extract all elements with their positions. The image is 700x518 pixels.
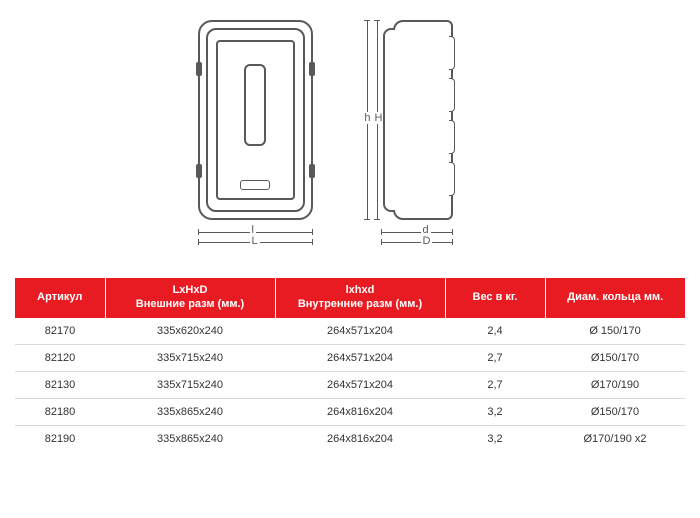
table-row: 82170335x620x240264x571x2042,4Ø 150/170 [15,318,685,345]
table-cell: Ø150/170 [545,344,685,371]
table-cell: 264x571x204 [275,318,445,345]
dimension-depth [381,226,453,252]
hinge-icon [196,62,202,76]
side-rib-icon [449,162,455,196]
table-cell: 335x865x240 [105,425,275,452]
table-cell: 264x571x204 [275,371,445,398]
table-column-header: Вес в кг. [445,278,545,318]
table-cell: 3,2 [445,398,545,425]
table-header: АртикулLxHxDВнешние разм (мм.)lxhxdВнутр… [15,278,685,318]
table-cell: 264x816x204 [275,398,445,425]
front-outer-box [198,20,313,220]
table-cell: 2,4 [445,318,545,345]
table-column-header: Артикул [15,278,105,318]
table-row: 82130335x715x240264x571x2042,7Ø170/190 [15,371,685,398]
table-cell: 335x715x240 [105,371,275,398]
hinge-icon [309,164,315,178]
hinge-icon [196,164,202,178]
table-row: 82190335x865x240264x816x2043,2Ø170/190 x… [15,425,685,452]
front-small-window [240,180,270,190]
table-cell: 82170 [15,318,105,345]
dim-label-l-big: L [250,235,260,247]
table-cell: 2,7 [445,371,545,398]
table-cell: Ø170/190 x2 [545,425,685,452]
table-cell: Ø 150/170 [545,318,685,345]
table-cell: Ø150/170 [545,398,685,425]
front-handle-slot [244,64,266,146]
hinge-icon [309,62,315,76]
table-cell: 82190 [15,425,105,452]
side-rib-icon [449,120,455,154]
table-cell: 2,7 [445,344,545,371]
page-root: h H l L [0,0,700,518]
side-rib-icon [449,36,455,70]
table-cell: 335x865x240 [105,398,275,425]
table-column-header: lxhxdВнутренние разм (мм.) [275,278,445,318]
table-row: 82180335x865x240264x816x2043,2Ø150/170 [15,398,685,425]
table-cell: 335x620x240 [105,318,275,345]
table-cell: 82180 [15,398,105,425]
technical-drawing: h H l L [0,0,700,270]
spec-table: АртикулLxHxDВнешние разм (мм.)lxhxdВнутр… [15,278,685,452]
table-body: 82170335x620x240264x571x2042,4Ø 150/1708… [15,318,685,452]
table-cell: 264x571x204 [275,344,445,371]
front-view: h H l L [198,20,353,220]
side-rib-icon [449,78,455,112]
dim-label-d-big: D [421,235,433,247]
table-cell: 82120 [15,344,105,371]
table-cell: 82130 [15,371,105,398]
table-row: 82120335x715x240264x571x2042,7Ø150/170 [15,344,685,371]
table-cell: 264x816x204 [275,425,445,452]
table-column-header: Диам. кольца мм. [545,278,685,318]
side-door [383,28,395,212]
table-cell: Ø170/190 [545,371,685,398]
dim-label-h-small: h [362,112,372,124]
table-cell: 335x715x240 [105,344,275,371]
side-view: d D [393,20,503,220]
side-body [393,20,453,220]
table-column-header: LxHxDВнешние разм (мм.) [105,278,275,318]
table-cell: 3,2 [445,425,545,452]
